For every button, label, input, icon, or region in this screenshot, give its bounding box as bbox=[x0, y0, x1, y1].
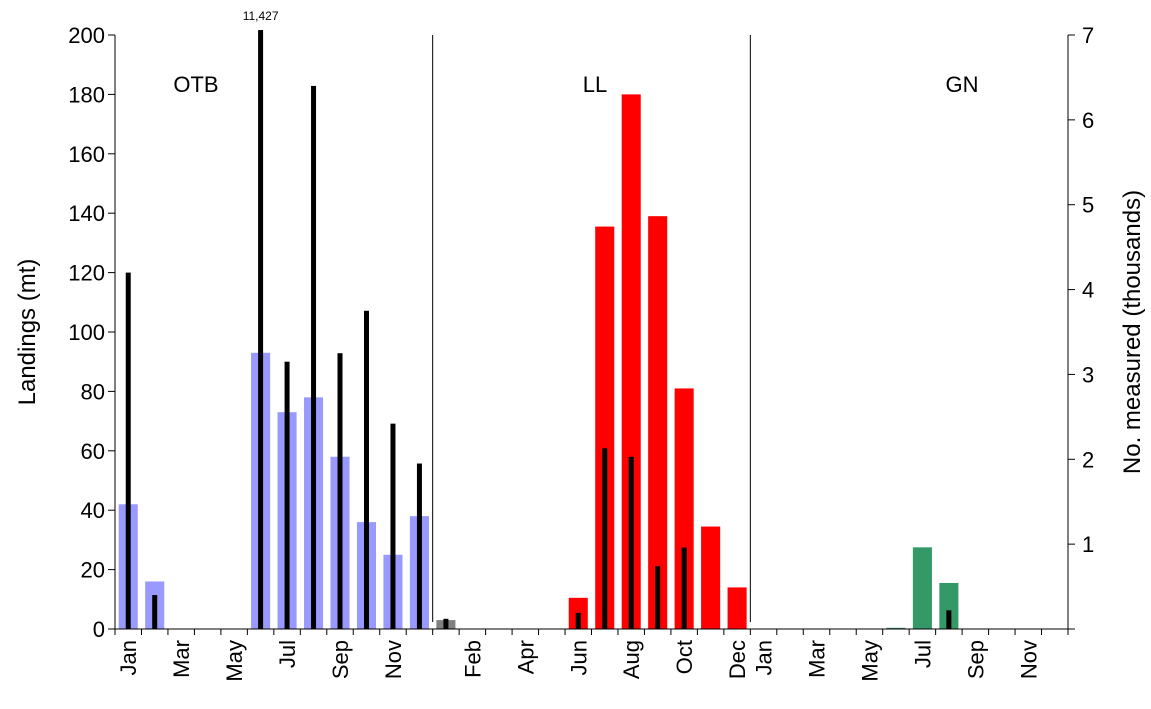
bars-layer bbox=[118, 94, 959, 630]
x-tick-label: Nov bbox=[381, 640, 406, 679]
landings-bar-ll-aug bbox=[621, 94, 641, 629]
y-tick-label: 40 bbox=[81, 498, 105, 523]
y-tick-label: 180 bbox=[68, 82, 105, 107]
measured-bar-ll-jul bbox=[602, 448, 608, 629]
x-tick-label: Nov bbox=[1016, 640, 1041, 679]
measured-bars-layer bbox=[125, 30, 952, 629]
clipped-value-annotation: 11,427 bbox=[243, 9, 279, 23]
measured-bar-otb-jul bbox=[284, 361, 290, 629]
landings-bar-gn-jul bbox=[912, 547, 932, 629]
y2-tick-label: 5 bbox=[1082, 193, 1094, 218]
x-tick-label: Sep bbox=[963, 640, 988, 679]
y2-tick-label: 1 bbox=[1082, 532, 1094, 557]
measured-bar-otb-aug bbox=[311, 85, 317, 629]
y-tick-label: 140 bbox=[68, 201, 105, 226]
measured-bar-ll-sep bbox=[655, 566, 661, 629]
y2-tick-label: 2 bbox=[1082, 447, 1094, 472]
y2-tick-label: 6 bbox=[1082, 108, 1094, 133]
axes-layer bbox=[108, 34, 1075, 635]
landings-bar-ll-jul bbox=[595, 226, 615, 629]
y-tick-label: 120 bbox=[68, 261, 105, 286]
y-tick-label: 160 bbox=[68, 142, 105, 167]
x-tick-label: Apr bbox=[513, 640, 538, 674]
measured-bar-otb-oct bbox=[363, 310, 369, 629]
y-axis-title: Landings (mt) bbox=[14, 259, 41, 406]
y-tick-label: 100 bbox=[68, 320, 105, 345]
measured-bar-otb-feb bbox=[152, 595, 158, 629]
x-tick-label: Jul bbox=[910, 640, 935, 668]
landings-bar-ll-sep bbox=[648, 216, 668, 630]
y-tick-label: 20 bbox=[81, 558, 105, 583]
measured-bar-otb-sep bbox=[337, 353, 343, 629]
y2-axis-title: No. measured (thousands) bbox=[1119, 190, 1146, 474]
x-tick-label: May bbox=[857, 640, 882, 682]
measured-bar-gn-aug bbox=[946, 610, 952, 629]
measured-bar-otb-dec bbox=[416, 463, 422, 629]
y2-tick-label: 7 bbox=[1082, 23, 1094, 48]
landings-bar-gn-aug bbox=[939, 582, 959, 629]
landings-bar-ll-nov bbox=[701, 526, 721, 629]
x-tick-label: Jun bbox=[566, 640, 591, 675]
labels-layer: 0 20 40 60 80 100 120 140 160 180 200 1 2 3 4 5 6 7 Jan Mar… bbox=[14, 9, 1146, 682]
landings-bar-gn-jun bbox=[886, 627, 906, 629]
landings-bar-ll-oct bbox=[674, 388, 694, 629]
x-tick-label: Feb bbox=[460, 640, 485, 678]
x-tick-label: Mar bbox=[169, 640, 194, 678]
x-tick-label: Oct bbox=[672, 640, 697, 674]
y-tick-label: 200 bbox=[68, 23, 105, 48]
x-tick-label: May bbox=[222, 640, 247, 682]
measured-bar-ll-jun bbox=[575, 612, 581, 629]
y-tick-label: 0 bbox=[93, 617, 105, 642]
measured-bar-ll-aug bbox=[628, 456, 634, 629]
measured-bar-otb-nov bbox=[390, 423, 396, 629]
measured-bar-otb-jan bbox=[125, 272, 131, 629]
measured-bar-otb-jun bbox=[258, 30, 264, 629]
y2-tick-label: 3 bbox=[1082, 362, 1094, 387]
y-tick-label: 80 bbox=[81, 379, 105, 404]
y-tick-label: 60 bbox=[81, 439, 105, 464]
x-tick-label: Dec bbox=[725, 640, 750, 679]
landings-bar-ll-dec bbox=[727, 587, 747, 629]
x-tick-label: Jul bbox=[275, 640, 300, 668]
x-tick-label: Sep bbox=[328, 640, 353, 679]
x-tick-label: Aug bbox=[619, 640, 644, 679]
panel-label-otb: OTB bbox=[173, 72, 218, 97]
x-tick-label: Jan bbox=[116, 640, 141, 675]
panel-label-gn: GN bbox=[946, 72, 979, 97]
panel-label-ll: LL bbox=[583, 72, 607, 97]
y2-tick-label: 4 bbox=[1082, 278, 1094, 303]
measured-bar-ll-oct bbox=[681, 547, 687, 629]
x-tick-label: Mar bbox=[805, 640, 830, 678]
x-tick-label: Jan bbox=[752, 640, 777, 675]
measured-bar-ll-jan bbox=[443, 618, 449, 629]
